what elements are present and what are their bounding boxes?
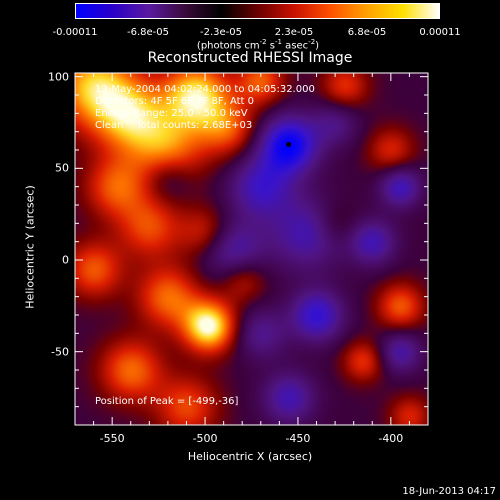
timestamp: 18-Jun-2013 04:17 <box>402 486 496 497</box>
x-tick-label: -450 <box>285 432 311 445</box>
y-tick-label: 100 <box>48 70 69 84</box>
annotation-energy-range: Energy Range: 25.0 - 50.0 keV <box>95 108 248 119</box>
y-axis-label: Heliocentric Y (arcsec) <box>23 185 37 309</box>
axes-frame <box>74 72 429 426</box>
image-area <box>75 73 428 425</box>
colorbar-tick-label: -0.00011 <box>52 27 98 38</box>
annotation-detectors: Detectors: 4F 5F 6F 7F 8F, Att 0 <box>95 96 255 107</box>
plot-border <box>74 72 429 426</box>
peak-marker <box>286 142 292 147</box>
plot-title: Reconstructed RHESSI Image <box>147 50 353 66</box>
colorbar-tick-label: 0.00011 <box>419 27 461 38</box>
x-axis-label: Heliocentric X (arcsec) <box>187 450 313 463</box>
colorbar-tick-label: 6.8e-05 <box>347 27 387 38</box>
colorbar-tick-label: -2.3e-05 <box>200 27 242 38</box>
y-tick-label: 0 <box>62 253 69 267</box>
x-tick-label: -550 <box>99 432 125 445</box>
colorbar-unit: (photons cm-2 s-1 asec-2) <box>196 38 320 52</box>
annotation-peak-position: Position of Peak = [-499,-36] <box>95 396 239 407</box>
y-tick-label: -50 <box>51 345 69 359</box>
annotation-time-range: 13-May-2004 04:02:24.000 to 04:05:32.000 <box>95 84 315 95</box>
x-tick-label: -500 <box>192 432 218 445</box>
colorbar-tick-label: -6.8e-05 <box>127 27 169 38</box>
y-tick-label: 50 <box>55 161 69 175</box>
x-tick-label: -400 <box>378 432 404 445</box>
colorbar-tick-label: 2.3e-05 <box>274 27 314 38</box>
heatmap-image <box>75 73 428 425</box>
annotation-total-counts: Clean Total counts: 2.68E+03 <box>95 120 253 131</box>
colorbar <box>75 3 440 19</box>
plot-area: 13-May-2004 04:02:24.000 to 04:05:32.000… <box>74 72 429 426</box>
